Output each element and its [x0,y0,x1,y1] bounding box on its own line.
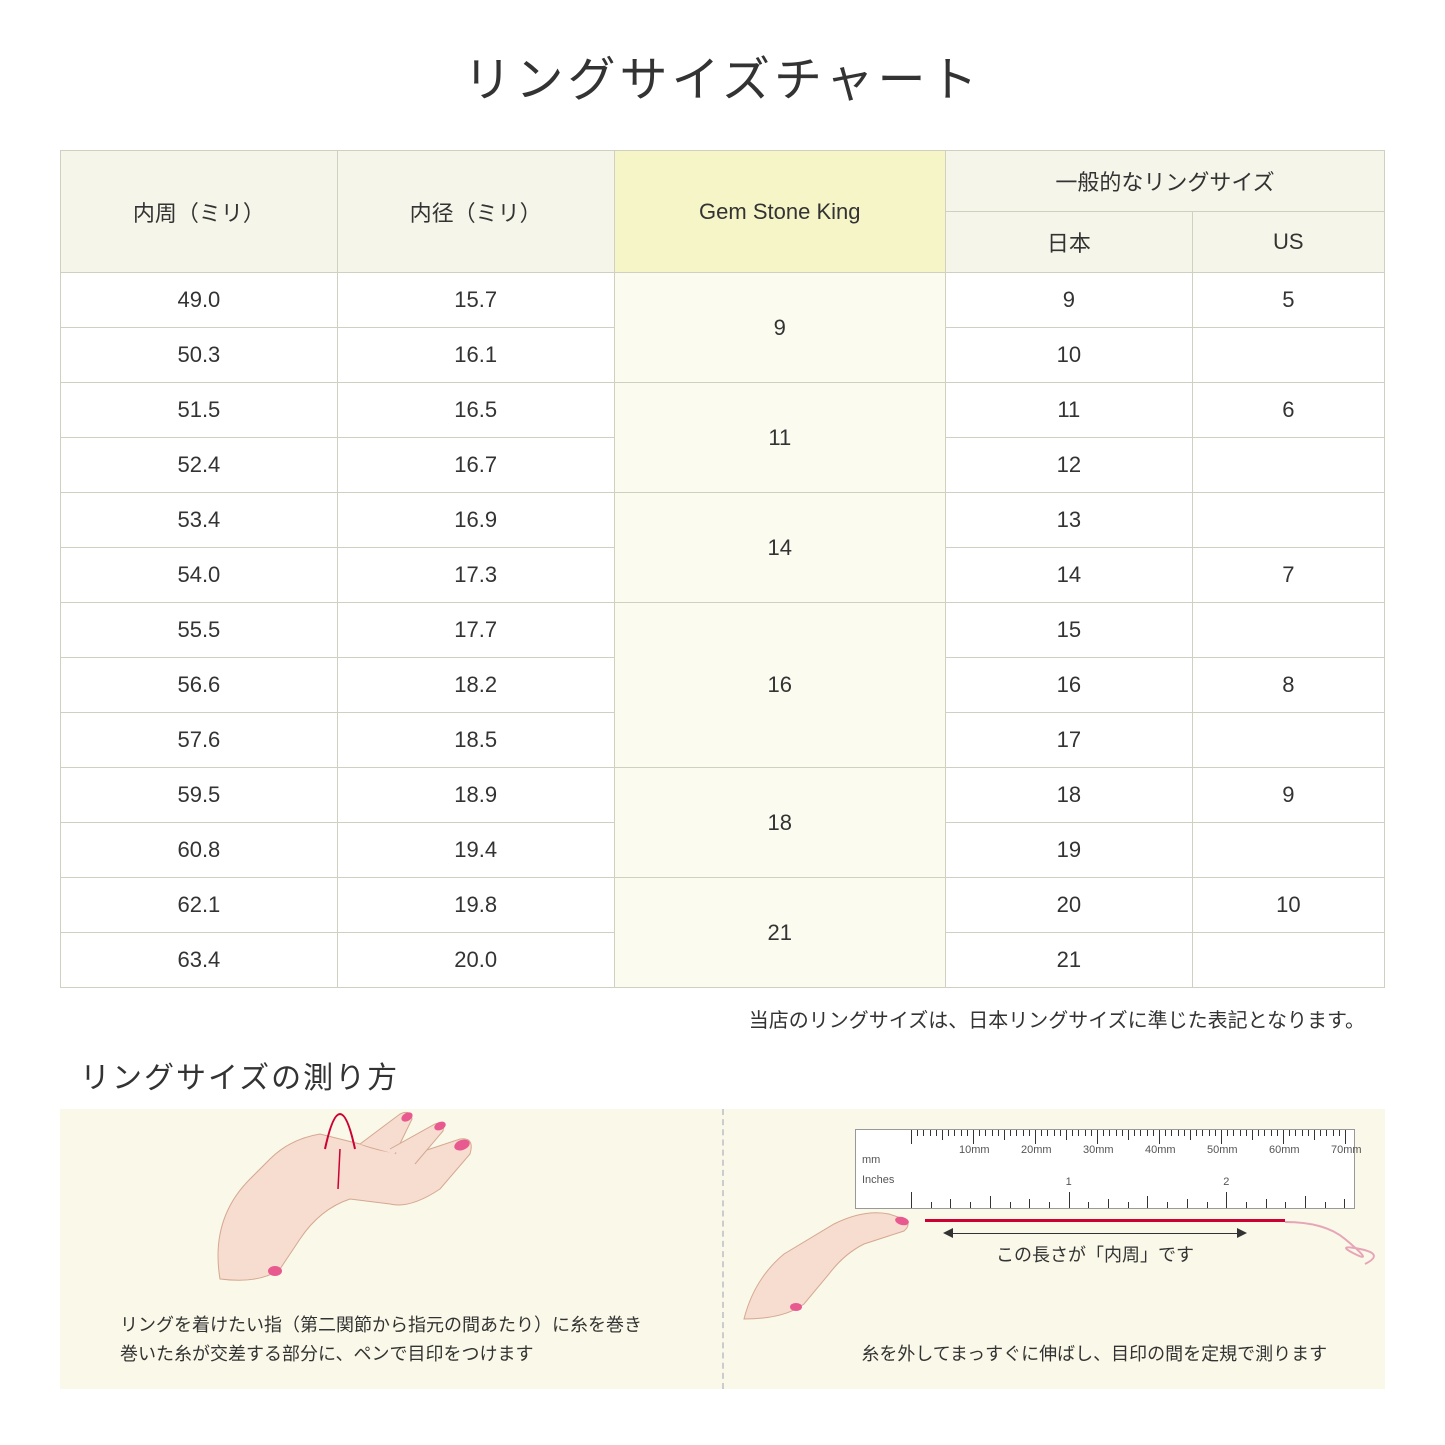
size-chart-table: 内周（ミリ） 内径（ミリ） Gem Stone King 一般的なリングサイズ … [60,150,1385,988]
cell-jp: 11 [945,383,1192,438]
cell-diam: 17.7 [337,603,614,658]
cell-us: 8 [1192,658,1384,713]
cell-us [1192,603,1384,658]
cell-jp: 17 [945,713,1192,768]
cell-us [1192,933,1384,988]
hand-wrap-icon [160,1099,500,1299]
cell-circ: 55.5 [61,603,338,658]
footnote: 当店のリングサイズは、日本リングサイズに準じた表記となります。 [60,1004,1385,1033]
cell-jp: 10 [945,328,1192,383]
cell-us: 5 [1192,273,1384,328]
cell-gsk: 18 [614,768,945,878]
table-row: 53.416.91413 [61,493,1385,548]
cell-circ: 54.0 [61,548,338,603]
cell-us [1192,328,1384,383]
cell-gsk: 16 [614,603,945,768]
cell-jp: 16 [945,658,1192,713]
cell-circ: 60.8 [61,823,338,878]
header-us: US [1192,212,1384,273]
table-row: 59.518.918189 [61,768,1385,823]
cell-jp: 9 [945,273,1192,328]
table-row: 51.516.511116 [61,383,1385,438]
thread-curl-icon [1285,1204,1405,1284]
cell-circ: 50.3 [61,328,338,383]
cell-jp: 15 [945,603,1192,658]
cell-us [1192,438,1384,493]
cell-us [1192,823,1384,878]
cell-circ: 52.4 [61,438,338,493]
header-japan: 日本 [945,212,1192,273]
header-gsk: Gem Stone King [614,151,945,273]
cell-circ: 51.5 [61,383,338,438]
measure-label: この長さが「内周」です [945,1239,1245,1265]
cell-us: 9 [1192,768,1384,823]
cell-circ: 49.0 [61,273,338,328]
cell-circ: 53.4 [61,493,338,548]
header-general: 一般的なリングサイズ [945,151,1384,212]
cell-gsk: 9 [614,273,945,383]
cell-circ: 63.4 [61,933,338,988]
cell-diam: 16.9 [337,493,614,548]
cell-jp: 12 [945,438,1192,493]
cell-gsk: 21 [614,878,945,988]
cell-us [1192,493,1384,548]
cell-diam: 20.0 [337,933,614,988]
cell-diam: 16.1 [337,328,614,383]
cell-circ: 59.5 [61,768,338,823]
cell-diam: 15.7 [337,273,614,328]
cell-us: 7 [1192,548,1384,603]
step1-text: リングを着けたい指（第二関節から指元の間あたり）に糸を巻き 巻いた糸が交差する部… [120,1311,682,1369]
cell-jp: 19 [945,823,1192,878]
table-row: 62.119.8212010 [61,878,1385,933]
cell-circ: 62.1 [61,878,338,933]
howto-title: リングサイズの測り方 [80,1053,1385,1097]
cell-us: 6 [1192,383,1384,438]
cell-jp: 20 [945,878,1192,933]
step2-text: 糸を外してまっすぐに伸ばし、目印の間を定規で測ります [844,1340,1346,1369]
cell-jp: 13 [945,493,1192,548]
howto-step2: mm Inches 10mm20mm30mm40mm50mm60mm70mm12… [722,1109,1386,1389]
cell-jp: 18 [945,768,1192,823]
table-row: 55.517.71615 [61,603,1385,658]
cell-circ: 56.6 [61,658,338,713]
header-diameter: 内径（ミリ） [337,151,614,273]
hand-point-icon [734,1179,934,1329]
header-circumference: 内周（ミリ） [61,151,338,273]
cell-gsk: 14 [614,493,945,603]
howto-step1: リングを着けたい指（第二関節から指元の間あたり）に糸を巻き 巻いた糸が交差する部… [60,1109,722,1389]
cell-us [1192,713,1384,768]
cell-diam: 18.2 [337,658,614,713]
cell-diam: 19.4 [337,823,614,878]
cell-jp: 14 [945,548,1192,603]
cell-diam: 16.7 [337,438,614,493]
ruler-mm-label: mm [862,1154,880,1166]
page-title: リングサイズチャート [60,40,1385,110]
cell-diam: 16.5 [337,383,614,438]
cell-diam: 17.3 [337,548,614,603]
cell-gsk: 11 [614,383,945,493]
cell-circ: 57.6 [61,713,338,768]
howto-panel: リングを着けたい指（第二関節から指元の間あたり）に糸を巻き 巻いた糸が交差する部… [60,1109,1385,1389]
cell-diam: 19.8 [337,878,614,933]
table-row: 49.015.7995 [61,273,1385,328]
cell-diam: 18.5 [337,713,614,768]
thread-line-icon [925,1219,1285,1222]
cell-diam: 18.9 [337,768,614,823]
cell-us: 10 [1192,878,1384,933]
cell-jp: 21 [945,933,1192,988]
